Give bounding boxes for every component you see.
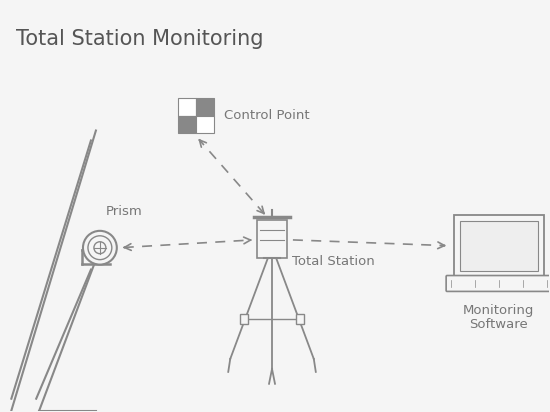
Bar bbox=[179, 98, 196, 116]
Text: Control Point: Control Point bbox=[224, 109, 310, 122]
Text: Prism: Prism bbox=[106, 205, 142, 218]
Bar bbox=[296, 314, 304, 324]
Bar bbox=[257, 220, 287, 258]
Bar bbox=[196, 98, 214, 116]
Circle shape bbox=[88, 236, 112, 260]
Text: Total Station Monitoring: Total Station Monitoring bbox=[16, 29, 264, 49]
Text: Total Station: Total Station bbox=[292, 255, 375, 268]
Bar bbox=[196, 116, 214, 133]
Text: Monitoring: Monitoring bbox=[463, 304, 535, 317]
Bar bbox=[454, 215, 543, 276]
Circle shape bbox=[83, 231, 117, 265]
Bar bbox=[460, 221, 538, 271]
Bar bbox=[240, 314, 248, 324]
Bar bbox=[179, 116, 196, 133]
Text: Software: Software bbox=[470, 318, 528, 331]
Circle shape bbox=[94, 242, 106, 254]
FancyBboxPatch shape bbox=[446, 276, 550, 291]
